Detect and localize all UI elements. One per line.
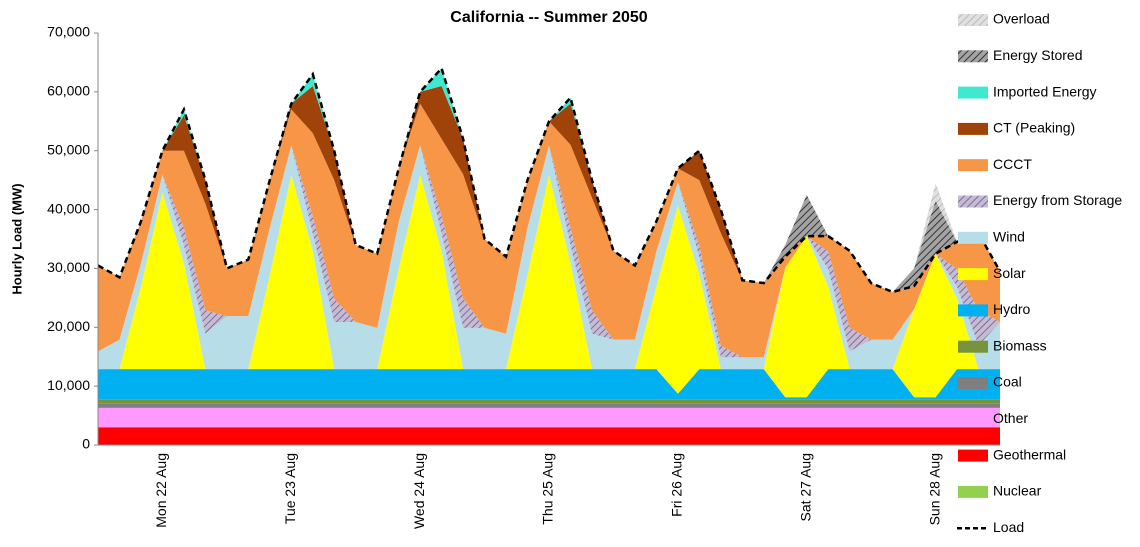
y-tick-label: 20,000 [47, 318, 90, 334]
x-tick-label: Mon 22 Aug [153, 453, 169, 528]
legend-swatch [958, 449, 988, 462]
legend-label: Hydro [993, 301, 1031, 317]
legend-swatch [958, 413, 988, 426]
x-tick-label: Fri 26 Aug [669, 453, 685, 517]
legend-label: CT (Peaking) [993, 120, 1075, 136]
legend-label: Biomass [993, 337, 1047, 353]
legend-swatch [958, 231, 988, 244]
y-tick-label: 60,000 [47, 83, 90, 99]
legend-label: Nuclear [993, 483, 1042, 499]
area [98, 427, 1000, 445]
legend-label: Energy from Storage [993, 192, 1122, 208]
legend-label: Wind [993, 229, 1025, 245]
x-tick-label: Thu 25 Aug [540, 453, 556, 525]
legend-swatch [958, 485, 988, 498]
legend-swatch [958, 122, 988, 135]
y-tick-label: 50,000 [47, 141, 90, 157]
y-tick-label: 30,000 [47, 259, 90, 275]
chart-title: California -- Summer 2050 [450, 9, 648, 26]
legend-label: Geothermal [993, 446, 1066, 462]
y-tick-label: 0 [82, 436, 90, 452]
area [98, 403, 1000, 408]
legend-label: Solar [993, 265, 1026, 281]
y-axis-title: Hourly Load (MW) [9, 183, 24, 294]
x-tick-label: Sun 28 Aug [926, 453, 942, 525]
area [98, 369, 1000, 400]
area [98, 174, 1000, 398]
y-tick-label: 40,000 [47, 200, 90, 216]
legend-swatch [958, 14, 988, 26]
legend-label: Load [993, 519, 1024, 535]
legend-label: Energy Stored [993, 47, 1083, 63]
area [98, 145, 1000, 358]
legend-label: Imported Energy [993, 83, 1097, 99]
legend-swatch [958, 195, 988, 208]
area [98, 86, 1000, 292]
area [98, 407, 1000, 428]
legend-swatch [958, 50, 988, 63]
legend-swatch [958, 340, 988, 353]
y-tick-label: 70,000 [47, 24, 90, 40]
area [98, 103, 1000, 358]
legend-label: CCCT [993, 156, 1032, 172]
legend-swatch [958, 86, 988, 99]
legend-swatch [958, 304, 988, 317]
legend-swatch [958, 159, 988, 172]
legend-swatch [958, 268, 988, 281]
x-tick-label: Wed 24 Aug [411, 453, 427, 529]
y-tick-label: 10,000 [47, 377, 90, 393]
legend-label: Overload [993, 11, 1050, 27]
x-tick-label: Tue 23 Aug [282, 453, 298, 524]
x-tick-label: Sat 27 Aug [797, 453, 813, 522]
legend-label: Coal [993, 374, 1022, 390]
area [98, 145, 1000, 370]
legend-label: Other [993, 410, 1028, 426]
area [98, 399, 1000, 404]
legend-swatch [958, 377, 988, 389]
load-line [97, 65, 1002, 294]
